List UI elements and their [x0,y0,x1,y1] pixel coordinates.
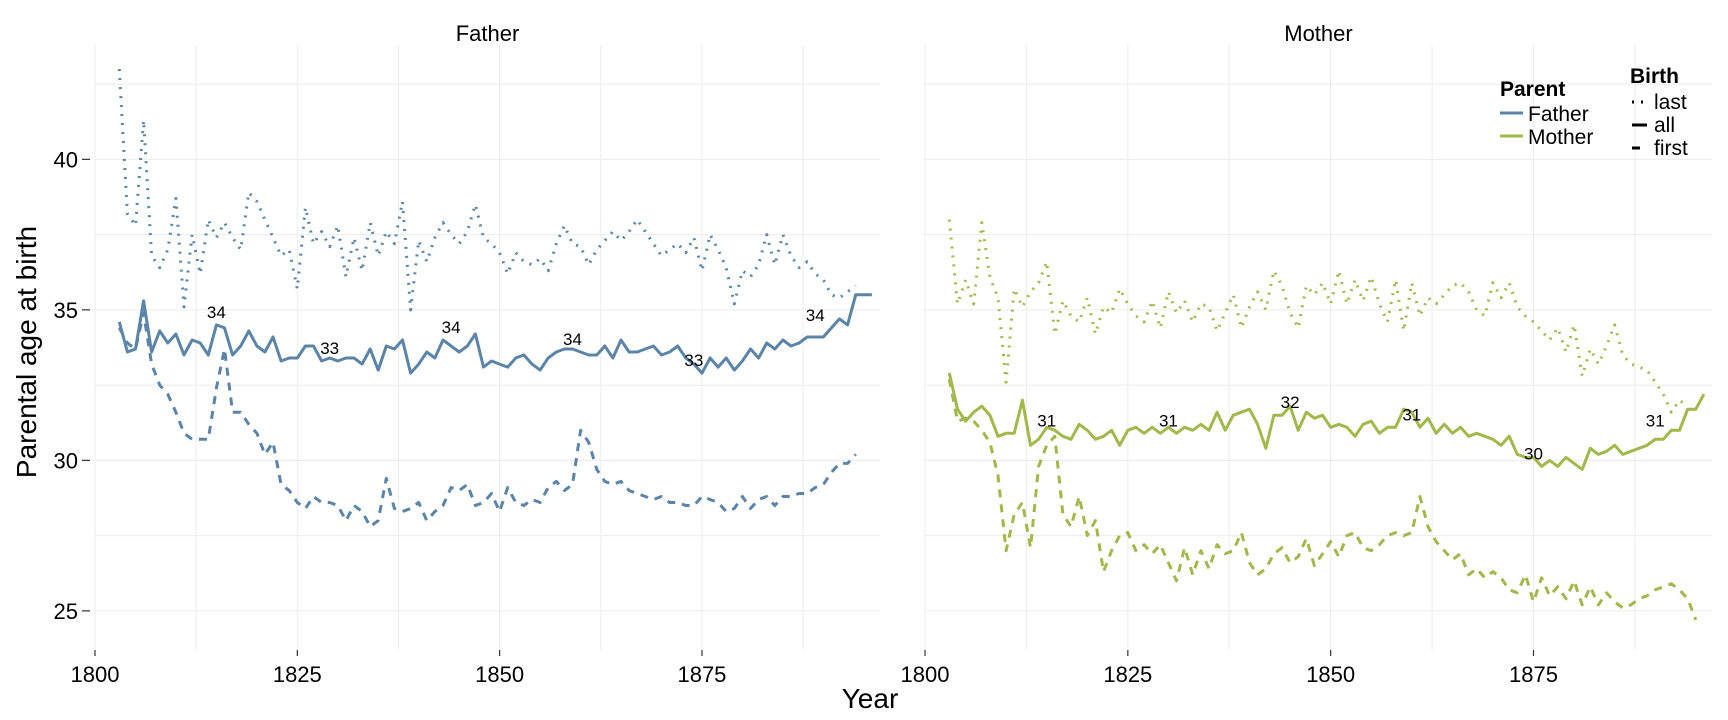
panel-mother: Mother 1800 1825 1850 1875 31 31 32 31 30 31 [901,21,1712,687]
y-tick-label: 35 [54,298,78,323]
father-value-label: 34 [207,303,226,322]
father-value-label: 34 [442,318,461,337]
mother-first-series-line [947,378,1698,621]
legend-birth-title: Birth [1630,65,1679,88]
father-value-label: 33 [684,351,703,370]
y-tick-label: 30 [54,448,78,473]
mother-value-label: 30 [1524,444,1543,463]
mother-value-label: 31 [1037,411,1056,430]
legend-parent-title: Parent [1500,78,1565,101]
mother-x-tick-label: 1825 [1103,662,1152,687]
father-all-series-line [117,293,872,375]
x-axis-title: Year [842,683,899,714]
father-value-label: 33 [320,339,339,358]
father-gridlines [94,45,880,650]
mother-value-label: 31 [1159,411,1178,430]
mother-all-series-line [947,372,1706,471]
panels-layer: Father 1800 1825 1850 1875 25 30 35 40 34 33 34 34 33… [54,21,1712,687]
legend-father-label: Father [1528,103,1589,126]
mother-x-tick-label: 1800 [901,662,950,687]
father-x-tick-label: 1850 [475,662,524,687]
y-tick-label: 40 [54,147,78,172]
father-first-series-line [117,311,857,529]
y-axis-title: Parental age at birth [11,226,42,478]
mother-x-tick-label: 1875 [1509,662,1558,687]
father-value-label: 34 [563,330,582,349]
father-panel-title: Father [456,21,520,46]
legend-mother-label: Mother [1528,126,1593,149]
father-x-tick-label: 1825 [273,662,322,687]
mother-last-series-line [947,219,1689,414]
mother-gridlines [924,45,1712,650]
mother-value-label: 31 [1646,411,1665,430]
legend-first-label: first [1654,137,1688,160]
father-value-label: 34 [806,306,825,325]
legend-last-label: last [1654,91,1687,114]
father-x-tick-label: 1875 [677,662,726,687]
father-x-tick-label: 1800 [71,662,120,687]
mother-value-label: 32 [1281,393,1300,412]
mother-x-tick-label: 1850 [1306,662,1355,687]
legend-all-label: all [1654,114,1675,137]
y-tick-label: 25 [54,599,78,624]
mother-value-label: 31 [1402,405,1421,424]
legend: Parent Father Mother Birth last all firs… [1500,65,1688,160]
panel-father: Father 1800 1825 1850 1875 25 30 35 40 34 33 34 34 33… [54,21,880,687]
mother-panel-title: Mother [1284,21,1352,46]
father-last-series-line [117,69,857,312]
